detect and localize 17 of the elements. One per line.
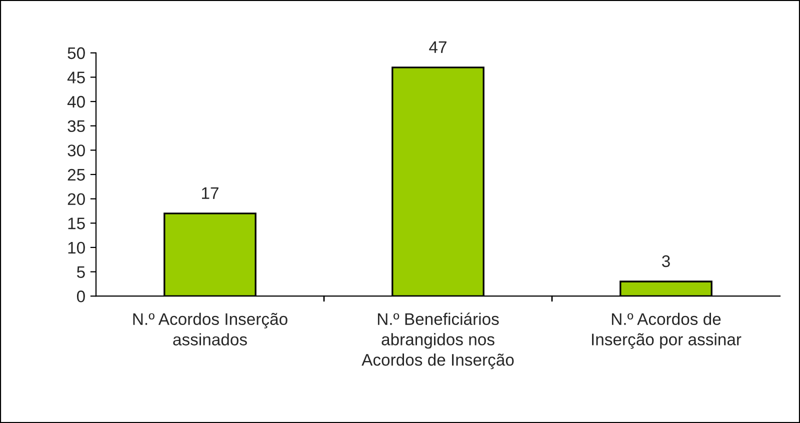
data-label: 47	[429, 41, 446, 53]
y-tick-label: 45	[67, 72, 85, 84]
x-tick-label: N.º Beneficiários abrangidos nos Acordos de Inserção	[362, 312, 514, 370]
y-tick-label: 25	[68, 168, 85, 181]
y-tick-label: 50	[68, 47, 85, 60]
data-label: 17	[202, 187, 218, 199]
x-tick-label: N.º Acordos de Inserção por assinar	[592, 312, 742, 349]
x-tick-label: N.º Acordos Inserção assinados	[133, 312, 288, 346]
y-tick-label: 5	[76, 266, 85, 278]
y-tick-label: 35	[68, 120, 85, 132]
data-label: 3	[662, 255, 670, 268]
y-tick-label: 40	[67, 96, 85, 108]
y-tick-label: 10	[68, 242, 85, 254]
y-tick-label: 30	[68, 144, 85, 156]
y-tick-label: 15	[68, 218, 85, 230]
y-tick-label: 20	[68, 193, 85, 206]
y-tick-label: 0	[76, 290, 85, 302]
